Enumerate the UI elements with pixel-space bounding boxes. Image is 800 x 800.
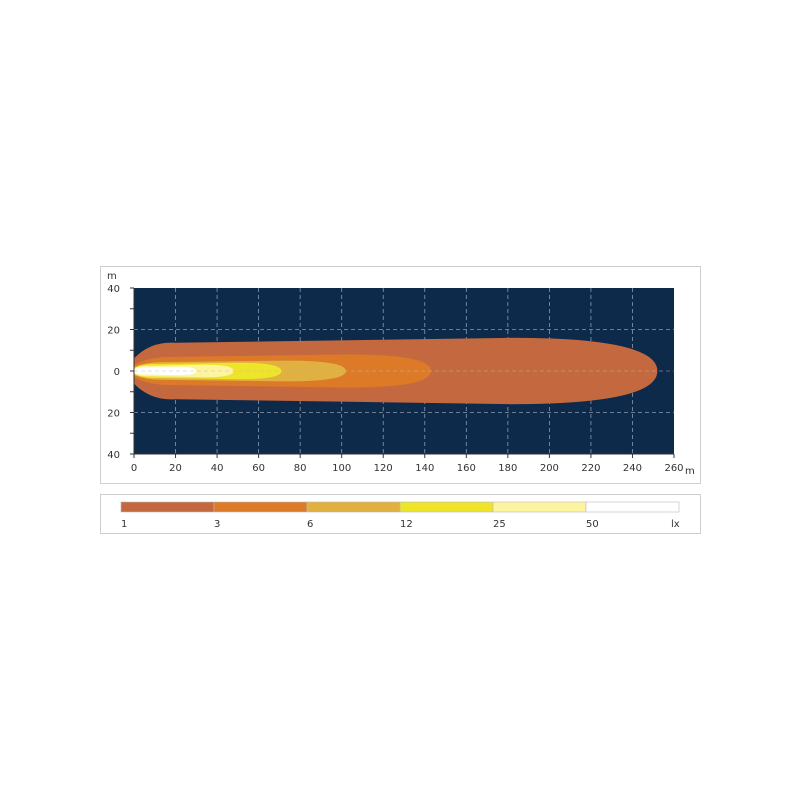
x-tick-label: 140	[415, 463, 434, 474]
legend-label: 50	[586, 519, 599, 530]
y-tick-label: 40	[107, 450, 120, 461]
legend-label: 3	[214, 519, 220, 530]
x-tick-label: 100	[332, 463, 351, 474]
legend-swatch-25	[492, 501, 587, 513]
y-tick-label: 40	[107, 284, 120, 295]
legend-swatch-12	[399, 501, 494, 513]
x-tick-label: 60	[252, 463, 265, 474]
x-tick-label: 40	[211, 463, 224, 474]
x-tick-label: 220	[581, 463, 600, 474]
x-tick-label: 180	[498, 463, 517, 474]
x-tick-label: 260	[664, 463, 683, 474]
legend-swatch-50	[585, 501, 680, 513]
legend-swatch-3	[213, 501, 308, 513]
legend-label: 12	[400, 519, 413, 530]
legend-swatch-1	[120, 501, 215, 513]
legend-swatch-6	[306, 501, 401, 513]
legend-label: 25	[493, 519, 506, 530]
x-tick-label: 200	[540, 463, 559, 474]
y-tick-label: 20	[107, 326, 120, 337]
y-tick-label: 20	[107, 409, 120, 420]
legend-frame	[100, 494, 701, 534]
x-tick-label: 240	[623, 463, 642, 474]
legend-label: 1	[121, 519, 127, 530]
y-tick-label: 0	[114, 367, 120, 378]
x-tick-label: 20	[169, 463, 182, 474]
x-tick-label: 160	[457, 463, 476, 474]
x-tick-label: 120	[374, 463, 393, 474]
x-tick-label: 80	[294, 463, 307, 474]
legend-unit: lx	[671, 519, 680, 530]
y-axis-unit: m	[107, 271, 117, 282]
x-tick-label: 0	[131, 463, 137, 474]
legend-label: 6	[307, 519, 313, 530]
x-axis-unit: m	[685, 466, 695, 477]
